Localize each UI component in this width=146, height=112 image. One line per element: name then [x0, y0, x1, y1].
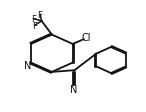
Text: N: N — [24, 60, 32, 70]
Text: F: F — [38, 11, 43, 19]
Text: N: N — [70, 84, 77, 94]
Text: F: F — [32, 22, 37, 30]
Text: Cl: Cl — [82, 33, 91, 43]
Text: F: F — [31, 15, 36, 24]
